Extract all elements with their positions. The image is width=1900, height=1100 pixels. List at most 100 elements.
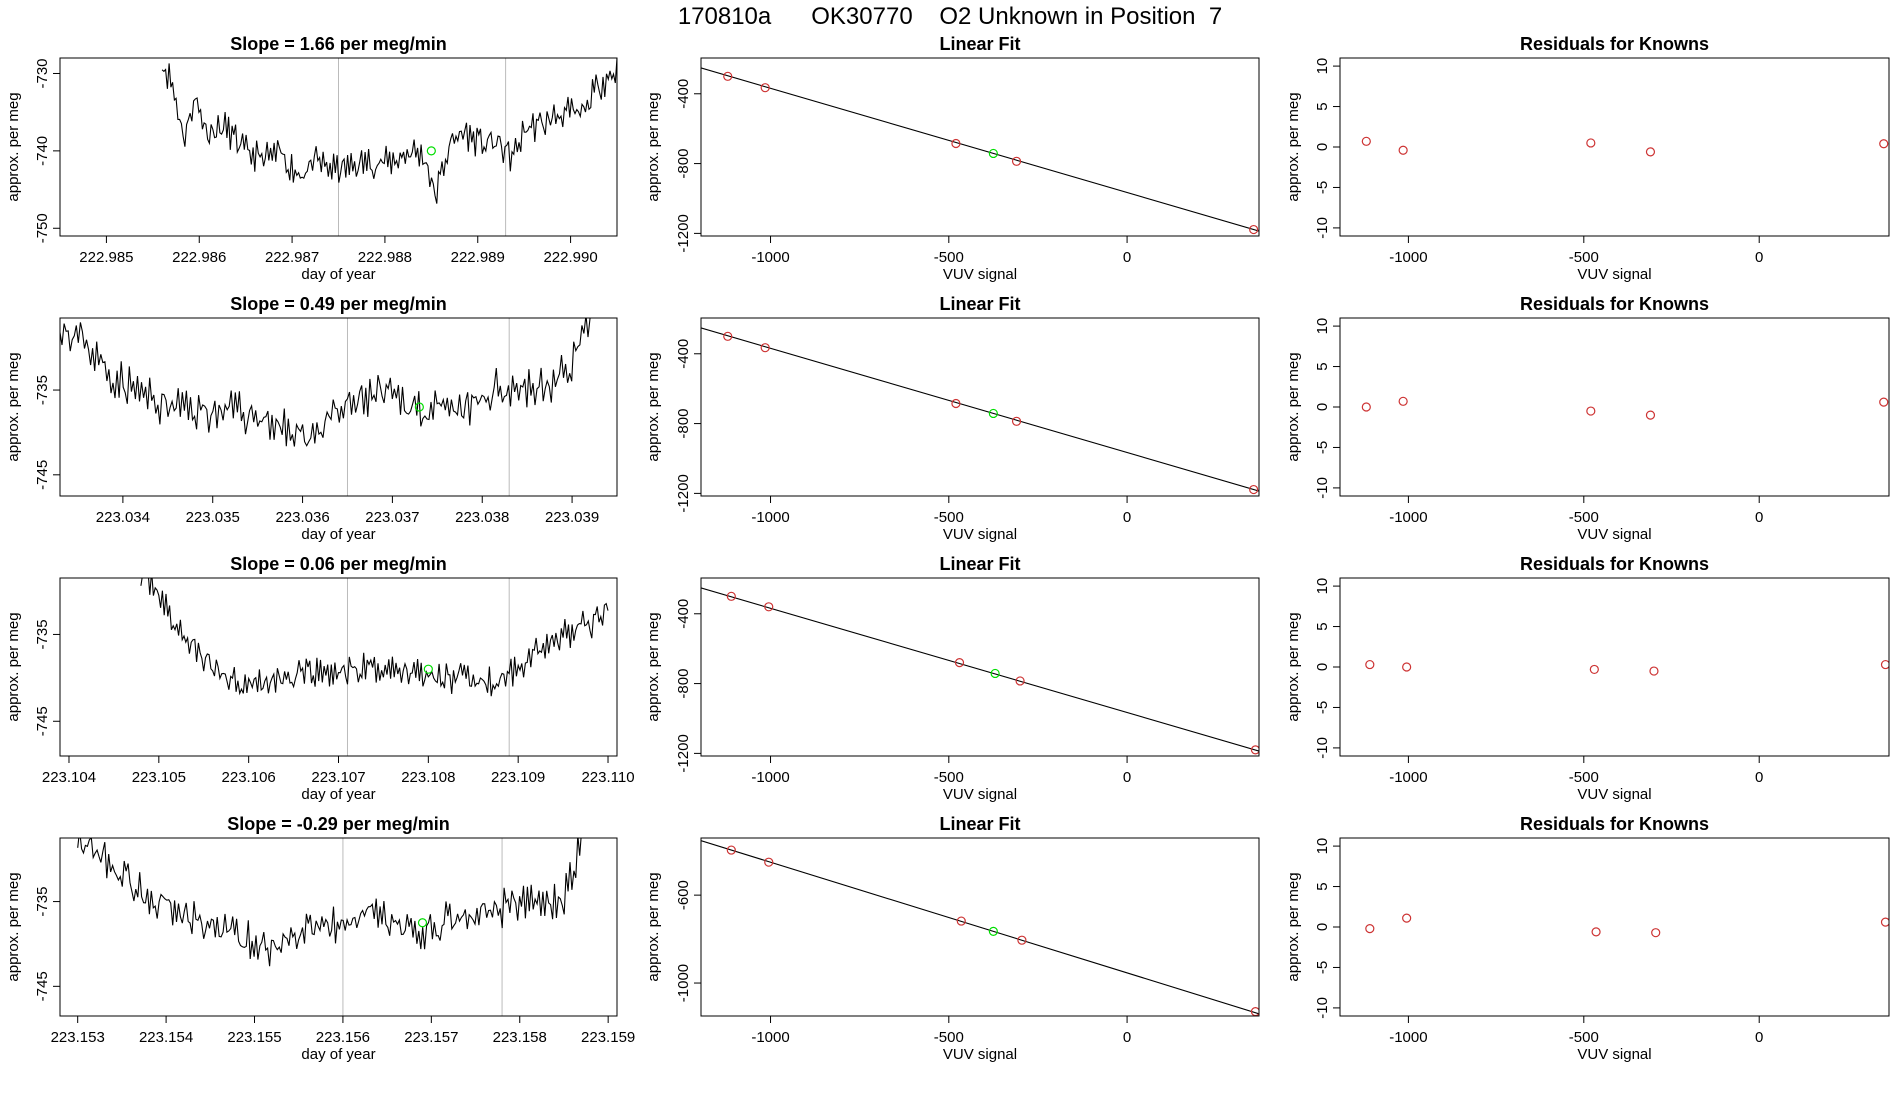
x-tick-label: 222.987 — [265, 249, 319, 266]
known-point — [723, 331, 733, 341]
x-tick-label: 223.038 — [455, 509, 509, 526]
y-tick-label: -10 — [1314, 997, 1331, 1019]
y-tick-label: 10 — [1314, 838, 1331, 855]
plot-frame — [700, 837, 1260, 1017]
x-tick-label: 223.153 — [51, 1029, 105, 1046]
plot-area — [701, 327, 1259, 495]
y-axis-label: approx. per meg — [645, 612, 662, 721]
y-tick-label: -5 — [1314, 701, 1331, 714]
x-tick-label: 223.104 — [42, 769, 96, 786]
y-axis-label: approx. per meg — [645, 352, 662, 461]
y-tick-label: -400 — [675, 339, 692, 369]
y-tick-label: 0 — [1314, 923, 1331, 931]
plot-frame — [1339, 57, 1890, 237]
known-point — [1249, 224, 1259, 235]
known-point — [760, 83, 770, 93]
chart-title: Slope = 0.49 per meg/min — [230, 294, 447, 314]
known-point — [1591, 927, 1601, 937]
plot-frame — [59, 837, 618, 1017]
y-axis-label: approx. per meg — [1285, 92, 1302, 201]
x-tick-label: -500 — [934, 1029, 964, 1046]
x-axis-label: VUV signal — [1577, 1046, 1651, 1063]
x-tick-label: -500 — [1569, 249, 1599, 266]
plot-frame — [1339, 577, 1890, 757]
chart-svg: Slope = 0.49 per meg/min 223.034 223.035 22… — [5, 294, 618, 543]
known-point — [760, 343, 770, 353]
known-point — [954, 658, 965, 668]
y-tick-label: 0 — [1314, 403, 1331, 411]
plot-area — [701, 587, 1259, 755]
x-tick-label: 0 — [1123, 769, 1131, 786]
known-point — [726, 845, 736, 855]
known-point — [1398, 145, 1408, 155]
unknown-point — [990, 668, 1000, 679]
y-axis-label: approx. per meg — [645, 872, 662, 981]
y-tick-label: -5 — [1314, 441, 1331, 454]
chart-svg: Linear Fit -1000 -500 0 -400 -800 -1200 VUV sig… — [645, 554, 1260, 803]
x-tick-label: -1000 — [751, 769, 789, 786]
x-axis-label: VUV signal — [943, 266, 1017, 283]
y-axis-label: approx. per meg — [5, 612, 22, 721]
known-point — [1015, 676, 1025, 686]
x-tick-label: 223.156 — [316, 1029, 370, 1046]
x-tick-label: 223.107 — [311, 769, 365, 786]
known-point — [1880, 917, 1889, 927]
y-axis-label: approx. per meg — [5, 872, 22, 981]
y-tick-label: -1000 — [675, 964, 692, 1002]
known-point — [1249, 484, 1259, 495]
x-tick-label: 223.036 — [275, 509, 329, 526]
chart-panel: Linear Fit -1000 -500 0 -400 -800 -1200 VUV sig… — [640, 30, 1280, 290]
x-tick-label: 223.105 — [132, 769, 186, 786]
y-tick-label: -800 — [675, 149, 692, 179]
data-trace — [60, 318, 591, 447]
y-tick-label: 5 — [1314, 102, 1331, 110]
y-tick-label: -5 — [1314, 961, 1331, 974]
x-axis-label: day of year — [301, 266, 375, 283]
plot-frame — [1339, 837, 1890, 1017]
known-point — [1879, 139, 1889, 149]
x-tick-label: 223.039 — [545, 509, 599, 526]
x-tick-label: 223.155 — [227, 1029, 281, 1046]
chart-panel: Linear Fit -1000 -500 0 -600 -1000 VUV signal a… — [640, 810, 1280, 1070]
plot-frame — [59, 577, 618, 757]
x-axis-label: day of year — [301, 1046, 375, 1063]
chart-panel: Slope = 0.49 per meg/min 223.034 223.035 22… — [0, 290, 640, 550]
known-point — [1011, 416, 1022, 426]
y-tick-label: -10 — [1314, 737, 1331, 759]
x-tick-label: 223.108 — [401, 769, 455, 786]
y-tick-label: 10 — [1314, 578, 1331, 595]
y-tick-label: -745 — [34, 706, 51, 736]
data-trace — [77, 838, 582, 967]
plot-area — [1361, 136, 1889, 157]
known-point — [1365, 659, 1375, 670]
x-axis-label: VUV signal — [1577, 266, 1651, 283]
chart-svg: Linear Fit -1000 -500 0 -400 -800 -1200 VUV sig… — [645, 34, 1260, 283]
chart-title: Slope = 0.06 per meg/min — [230, 554, 447, 574]
x-axis-label: VUV signal — [1577, 786, 1651, 803]
x-tick-label: 223.035 — [186, 509, 240, 526]
chart-panel: Residuals for Knowns -1000 -500 0 10 5 0 -5 -10 V… — [1280, 30, 1900, 290]
known-point — [1645, 147, 1656, 157]
known-point — [1017, 935, 1027, 945]
x-tick-label: 223.159 — [581, 1029, 635, 1046]
unknown-point — [414, 402, 424, 412]
y-tick-label: -10 — [1314, 477, 1331, 499]
chart-svg: Residuals for Knowns -1000 -500 0 10 5 0 -5 -10 V… — [1285, 34, 1890, 283]
x-tick-label: -1000 — [751, 509, 789, 526]
x-tick-label: -500 — [934, 509, 964, 526]
x-tick-label: 223.110 — [581, 769, 634, 786]
y-tick-label: -5 — [1314, 181, 1331, 194]
x-tick-label: 0 — [1123, 1029, 1131, 1046]
y-tick-label: -745 — [34, 971, 51, 1001]
chart-panel: Slope = -0.29 per meg/min 223.153 223.154 2… — [0, 810, 640, 1070]
plot-area — [701, 67, 1259, 235]
x-tick-label: 0 — [1755, 769, 1763, 786]
y-axis-label: approx. per meg — [1285, 352, 1302, 461]
chart-title: Residuals for Knowns — [1520, 814, 1709, 834]
y-tick-label: -800 — [675, 669, 692, 699]
chart-title: Linear Fit — [939, 814, 1020, 834]
known-point — [1586, 406, 1596, 416]
x-axis-label: VUV signal — [1577, 526, 1651, 543]
chart-title: Residuals for Knowns — [1520, 554, 1709, 574]
